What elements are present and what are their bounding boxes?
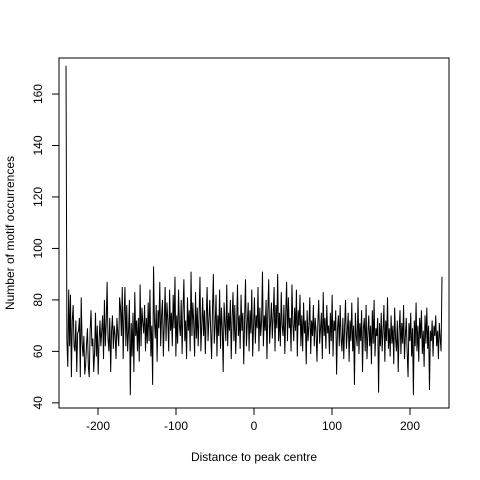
y-tick-label: 40: [31, 396, 45, 410]
x-tick-label: -200: [86, 419, 110, 433]
y-tick-label: 140: [31, 135, 45, 155]
x-tick-label: -100: [164, 419, 188, 433]
x-axis: -200 -100 0 100 200: [86, 407, 420, 433]
y-tick-label: 60: [31, 344, 45, 358]
y-tick-label: 100: [31, 238, 45, 258]
series-line: [65, 65, 443, 396]
y-axis-label: Number of motif occurrences: [3, 156, 17, 310]
y-axis: 40 60 80 100 120 140 160: [31, 84, 60, 410]
y-tick-label: 80: [31, 293, 45, 307]
x-tick-label: 200: [400, 419, 420, 433]
x-tick-label: 100: [322, 419, 342, 433]
y-tick-label: 160: [31, 84, 45, 104]
x-tick-label: 0: [251, 419, 258, 433]
y-tick-label: 120: [31, 187, 45, 207]
x-axis-label: Distance to peak centre: [191, 450, 317, 464]
